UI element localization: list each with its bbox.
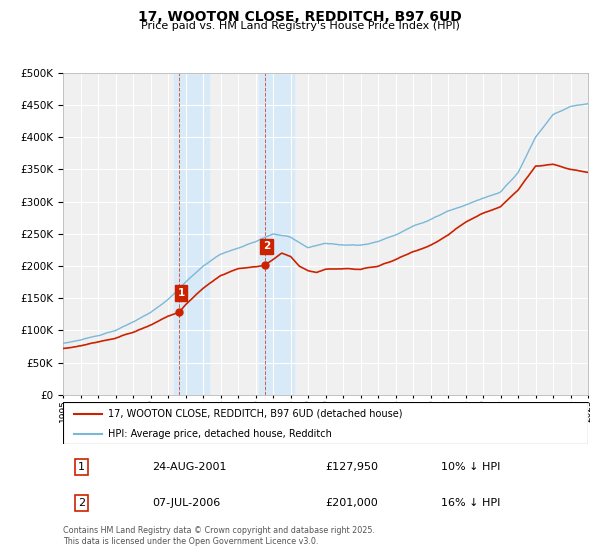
Text: £201,000: £201,000 bbox=[325, 498, 378, 508]
Text: 1: 1 bbox=[178, 288, 185, 298]
Text: £127,950: £127,950 bbox=[325, 462, 379, 472]
Text: HPI: Average price, detached house, Redditch: HPI: Average price, detached house, Redd… bbox=[107, 428, 331, 438]
Text: 24-AUG-2001: 24-AUG-2001 bbox=[152, 462, 227, 472]
Text: 1: 1 bbox=[78, 462, 85, 472]
Bar bbox=[174, 73, 209, 395]
Text: 16% ↓ HPI: 16% ↓ HPI bbox=[441, 498, 500, 508]
Text: Contains HM Land Registry data © Crown copyright and database right 2025.
This d: Contains HM Land Registry data © Crown c… bbox=[63, 526, 375, 546]
Text: 2: 2 bbox=[263, 241, 270, 251]
Text: 10% ↓ HPI: 10% ↓ HPI bbox=[441, 462, 500, 472]
Text: Price paid vs. HM Land Registry's House Price Index (HPI): Price paid vs. HM Land Registry's House … bbox=[140, 21, 460, 31]
Text: 17, WOOTON CLOSE, REDDITCH, B97 6UD: 17, WOOTON CLOSE, REDDITCH, B97 6UD bbox=[138, 10, 462, 24]
Bar bbox=[259, 73, 295, 395]
Text: 07-JUL-2006: 07-JUL-2006 bbox=[152, 498, 221, 508]
Text: 17, WOOTON CLOSE, REDDITCH, B97 6UD (detached house): 17, WOOTON CLOSE, REDDITCH, B97 6UD (det… bbox=[107, 409, 402, 419]
Text: 2: 2 bbox=[78, 498, 85, 508]
